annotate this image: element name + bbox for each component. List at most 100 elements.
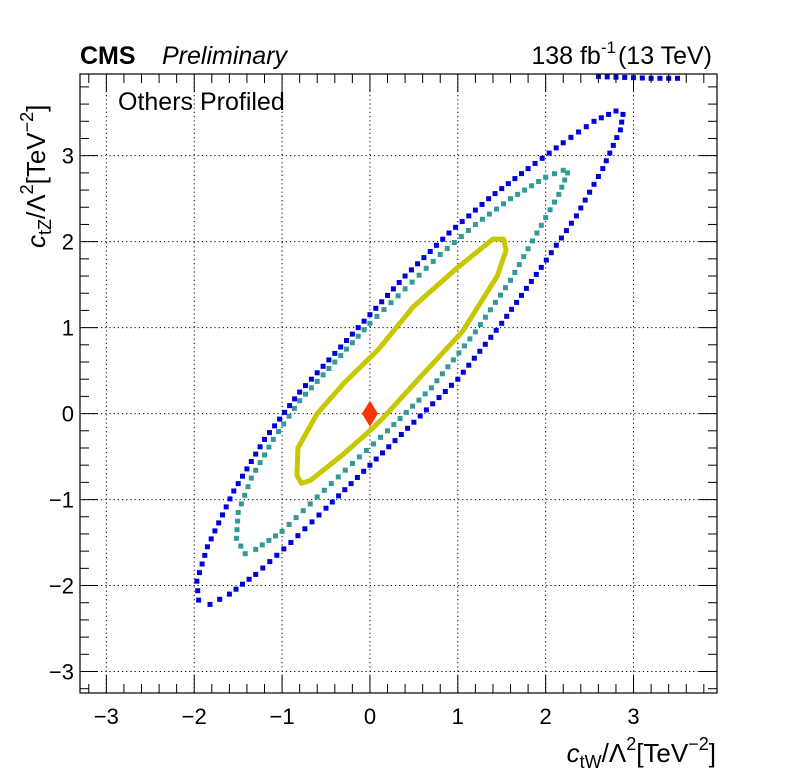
contour-point [260, 565, 266, 571]
contour-point [262, 452, 267, 458]
contour-point [467, 336, 473, 342]
contour-point [266, 537, 272, 543]
contour-point [607, 150, 613, 156]
contour-point [276, 429, 282, 435]
contour-point [303, 383, 308, 389]
contours [194, 74, 680, 607]
contour-point [392, 438, 398, 444]
contour-point [326, 357, 332, 363]
contour-point [238, 501, 244, 507]
contour-point [508, 196, 513, 202]
contour-point [390, 286, 396, 292]
contour-point [277, 416, 283, 422]
contour-point [286, 413, 292, 419]
contour-point [323, 505, 329, 511]
contour-point [314, 370, 320, 376]
contour-point [344, 338, 349, 343]
contour-point [308, 376, 314, 382]
y-tick-label: 3 [62, 144, 74, 169]
contour-point [355, 325, 361, 331]
contour-point [196, 597, 202, 603]
contour-point [600, 166, 606, 172]
contour-point [445, 364, 451, 370]
contour-point [430, 258, 436, 264]
contour-2sigma [233, 167, 571, 557]
contour-point [329, 499, 335, 505]
contour-point [220, 512, 225, 518]
contour-1sigma [294, 236, 509, 486]
contour-point [332, 350, 338, 356]
contour-point [553, 242, 559, 248]
contour-point [242, 492, 248, 498]
contour-point [287, 403, 293, 409]
y-tick-label: −3 [49, 660, 74, 685]
contour-point [492, 191, 498, 197]
contour-point [548, 250, 554, 256]
contour-point [477, 348, 483, 354]
contour-point [342, 467, 348, 473]
contour-point [442, 389, 448, 394]
contour-point [314, 378, 320, 384]
contour-point [543, 257, 549, 263]
contour-point [504, 313, 510, 319]
contour-point [620, 111, 626, 117]
contour-point [396, 280, 402, 285]
contour-point [282, 409, 288, 415]
contour-point [403, 409, 409, 415]
contour-point [603, 158, 609, 164]
contour-point [291, 405, 297, 411]
contour-point [503, 285, 508, 291]
contour-point [371, 441, 376, 447]
contour-point [297, 389, 303, 395]
contour-point [314, 494, 320, 500]
contour-point [286, 522, 292, 527]
contour-point [482, 341, 488, 347]
axis-ticks [80, 74, 717, 693]
contour-point [320, 372, 326, 378]
contour-point [437, 252, 443, 257]
contour-point [381, 307, 387, 313]
contour-point [451, 240, 457, 245]
contour-point [479, 216, 485, 222]
luminosity-exponent: -1 [601, 38, 616, 57]
luminosity-value: 138 fb [531, 42, 601, 70]
contour-point [614, 135, 620, 141]
contour-point [380, 450, 385, 456]
contour-point [248, 475, 254, 481]
contour-point [308, 385, 314, 391]
energy-label: (13 TeV) [618, 42, 712, 70]
contour-point [240, 581, 245, 587]
y-tick-label: 0 [62, 402, 74, 427]
contour-point [547, 207, 553, 213]
status-label: Preliminary [162, 42, 289, 70]
contour-point [281, 546, 287, 552]
contour-point [563, 228, 569, 234]
contour-point [354, 475, 360, 480]
contour-point [416, 397, 422, 403]
x-tick-label: 1 [452, 704, 464, 729]
contour-point [235, 481, 241, 487]
contour-point [349, 461, 355, 466]
contour-point [398, 432, 404, 437]
contour-point [266, 444, 272, 450]
contour-point [385, 428, 390, 434]
contour-point [562, 177, 568, 183]
contour-point [373, 305, 379, 311]
contour-point [297, 398, 303, 404]
contour-point [242, 551, 248, 557]
contour-point [367, 462, 373, 468]
contour-point [281, 421, 287, 427]
contour-point [321, 487, 327, 493]
contour-point [338, 344, 344, 350]
contour-point [349, 331, 355, 337]
contour-point [231, 488, 237, 494]
x-tick-label: 3 [627, 704, 639, 729]
contour-point [410, 403, 416, 409]
contour-point [434, 378, 440, 384]
contour-point [355, 333, 361, 339]
contour-point [565, 170, 571, 176]
contour-point [450, 357, 456, 363]
contour-point [598, 115, 604, 121]
